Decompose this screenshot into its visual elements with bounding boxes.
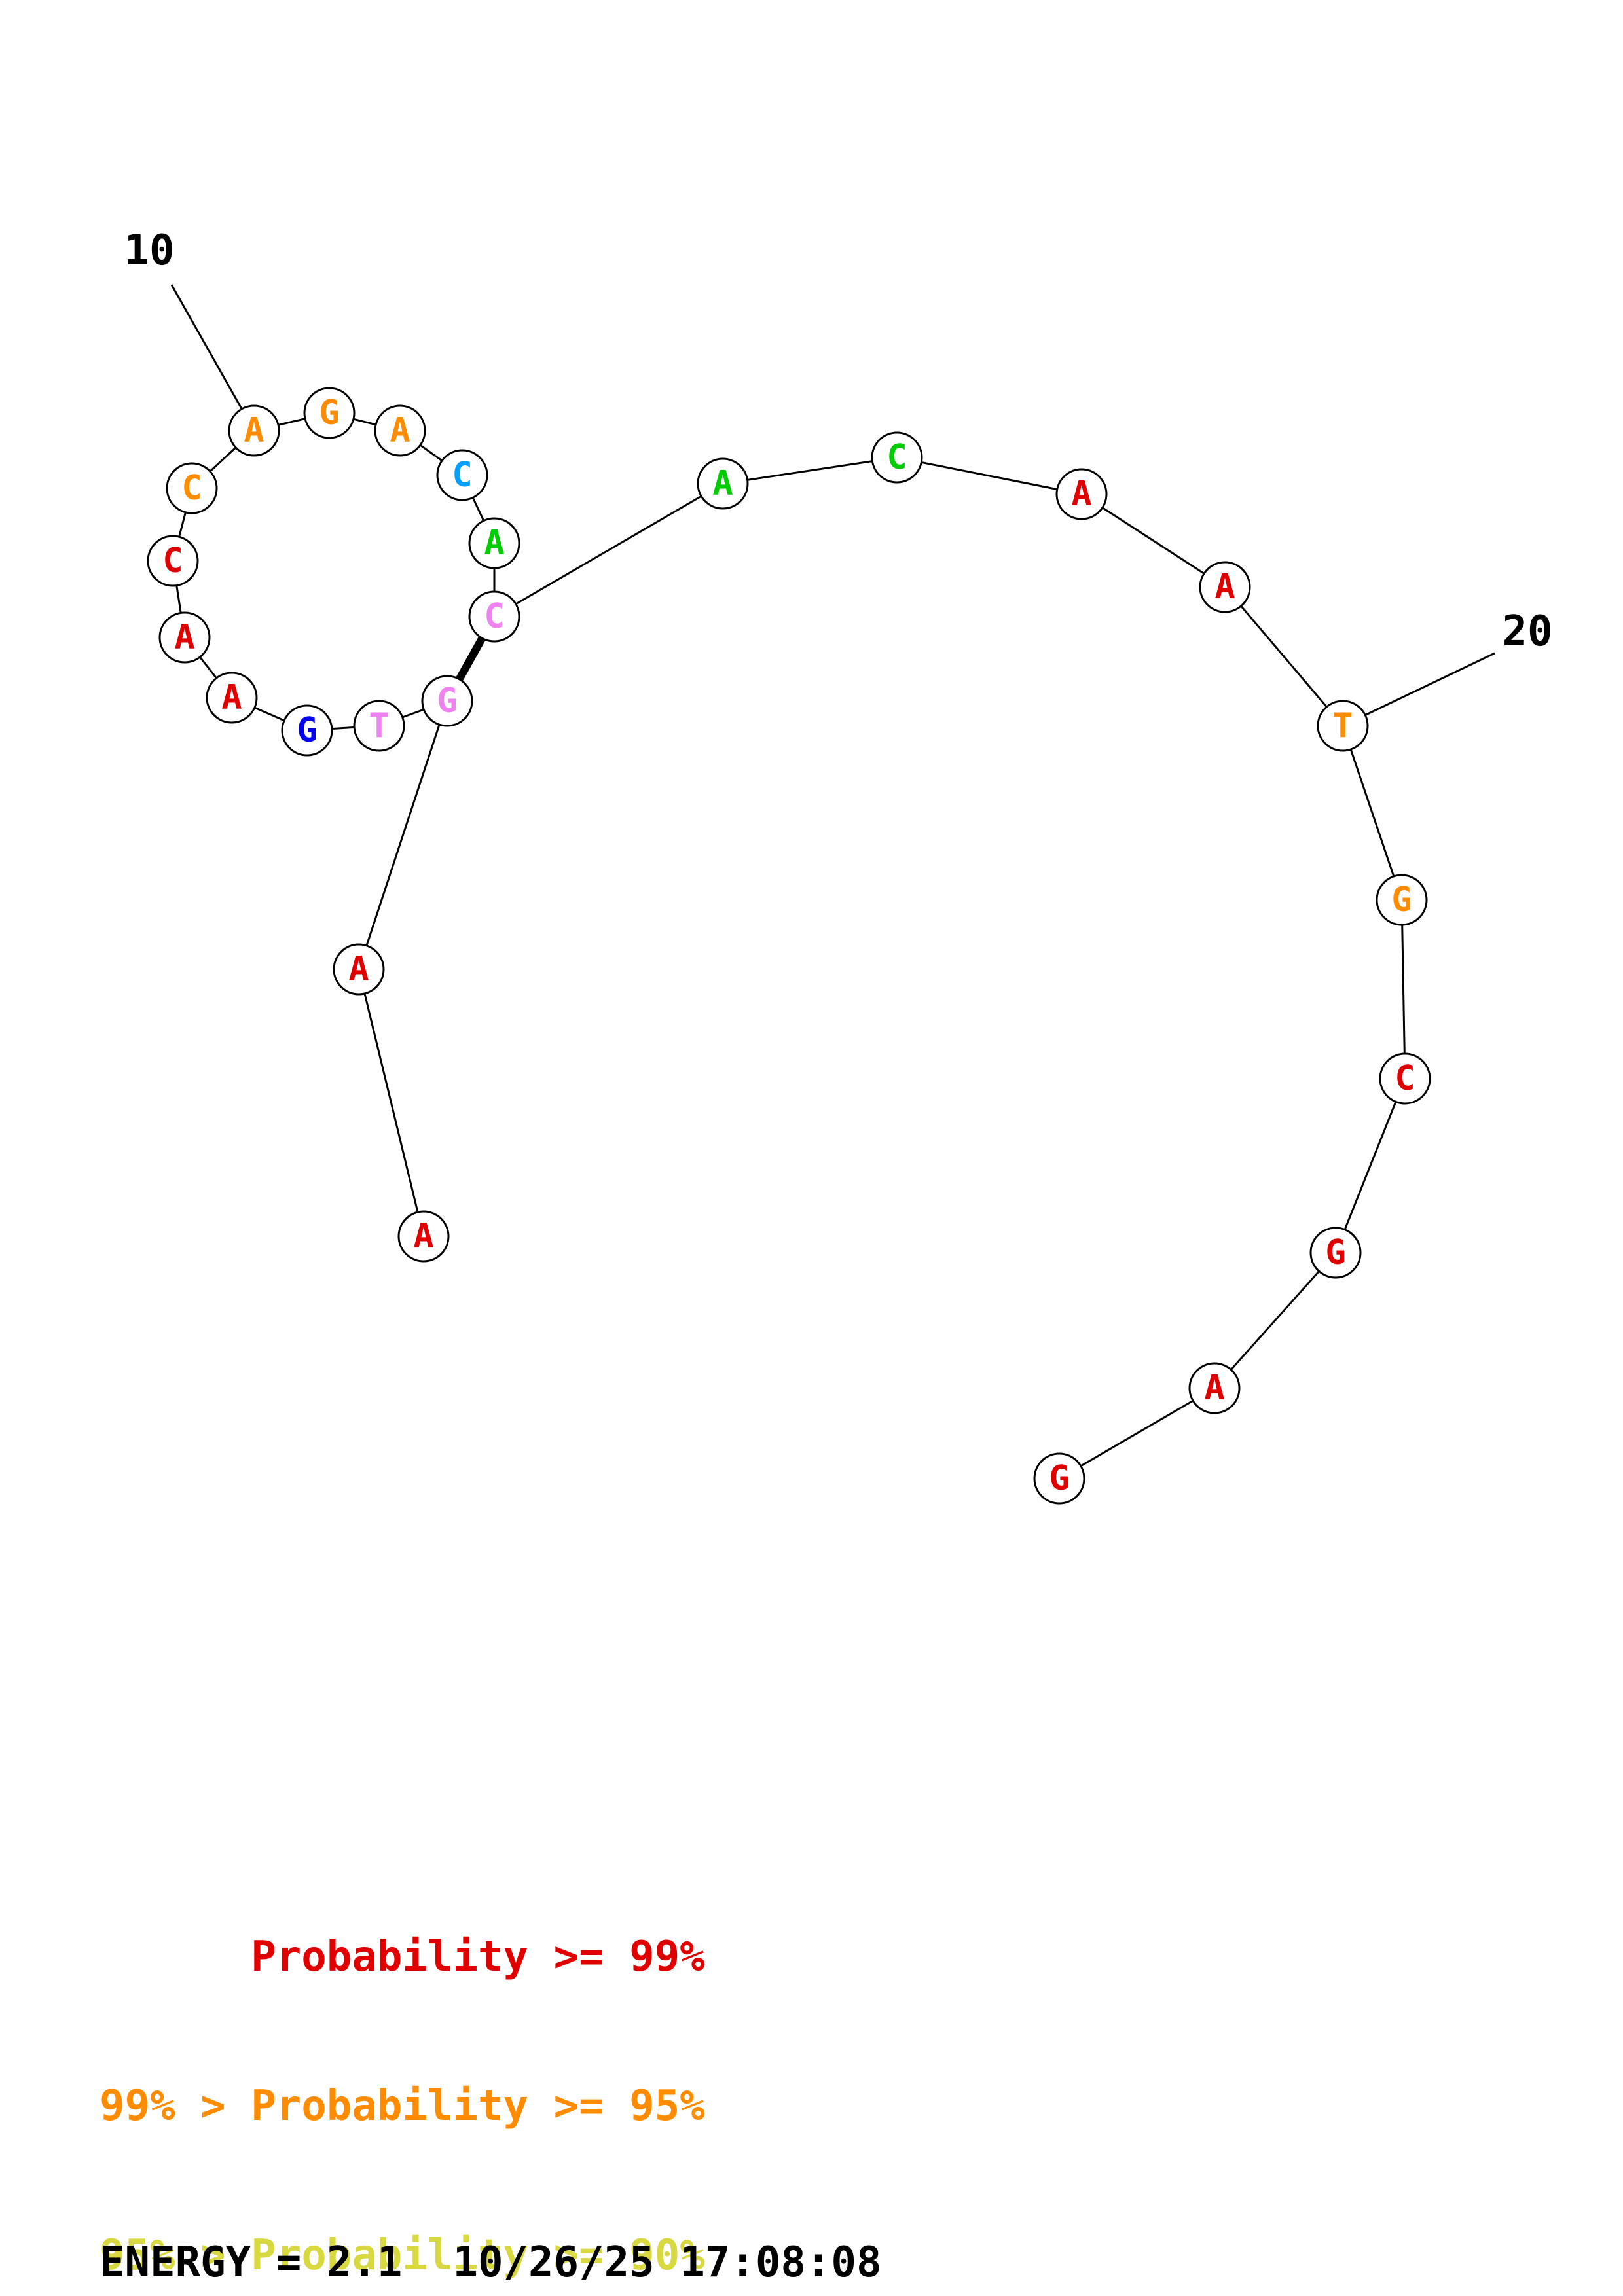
nucleotide-base-15: C bbox=[484, 597, 504, 636]
backbone-bond bbox=[1213, 1252, 1337, 1389]
backbone-bond bbox=[1400, 899, 1406, 1079]
nucleotide-circle-21 bbox=[1376, 874, 1428, 926]
nucleotide-circle-12 bbox=[374, 404, 426, 457]
nucleotide-base-4: T bbox=[369, 706, 389, 745]
nucleotide-base-19: A bbox=[1214, 567, 1235, 607]
nucleotide-base-21: G bbox=[1391, 880, 1412, 920]
nucleotide-circle-5 bbox=[281, 704, 333, 757]
probability-legend: Probability >= 99% 99% > Probability >= … bbox=[100, 1833, 705, 2296]
nucleotide-base-9: C bbox=[181, 469, 202, 508]
label-pointer-line bbox=[170, 284, 255, 431]
nucleotide-base-10: A bbox=[244, 411, 264, 450]
backbone-bond bbox=[722, 456, 898, 485]
nucleotide-base-20: T bbox=[1332, 706, 1353, 745]
backbone-bond bbox=[357, 969, 425, 1237]
nucleotide-base-6: A bbox=[221, 678, 242, 717]
nucleotide-base-1: A bbox=[413, 1217, 433, 1256]
nucleotide-base-11: G bbox=[319, 393, 339, 433]
nucleotide-circle-10 bbox=[228, 404, 280, 457]
nucleotide-base-16: A bbox=[712, 464, 733, 503]
nucleotide-circle-3 bbox=[421, 675, 473, 727]
backbone-bond bbox=[1059, 1387, 1215, 1480]
nucleotide-base-17: C bbox=[886, 438, 907, 477]
backbone-bond bbox=[357, 700, 448, 970]
nucleotide-circle-24 bbox=[1188, 1362, 1241, 1414]
backbone-bond bbox=[1224, 586, 1344, 726]
nucleotide-base-3: G bbox=[437, 681, 457, 721]
nucleotide-circle-15 bbox=[468, 590, 520, 643]
nucleotide-circle-23 bbox=[1309, 1227, 1362, 1279]
backbone-bond bbox=[494, 482, 723, 618]
nucleotide-base-12: A bbox=[390, 411, 410, 450]
nucleotide-circle-19 bbox=[1199, 561, 1251, 613]
sequence-number-label-10: 10 bbox=[124, 226, 174, 275]
nucleotide-base-8: C bbox=[162, 541, 183, 581]
nucleotide-circle-22 bbox=[1379, 1052, 1431, 1105]
nucleotide-base-22: C bbox=[1395, 1059, 1415, 1098]
nucleotide-base-7: A bbox=[174, 618, 194, 657]
nucleotide-base-14: A bbox=[484, 524, 504, 563]
energy-footer: ENERGY = 2.1 10/26/25 17:08:08 bbox=[100, 2238, 882, 2287]
label-pointer-line bbox=[1342, 652, 1495, 727]
nucleotide-circle-14 bbox=[468, 517, 520, 569]
nucleotide-base-2: A bbox=[348, 950, 369, 989]
nucleotide-circle-8 bbox=[147, 535, 199, 587]
nucleotide-circle-20 bbox=[1317, 700, 1369, 752]
legend-row-95: 99% > Probability >= 95% bbox=[100, 2082, 705, 2130]
nucleotide-circle-1 bbox=[397, 1210, 450, 1263]
nucleotide-base-18: A bbox=[1071, 475, 1091, 514]
nucleotide-circle-11 bbox=[303, 387, 356, 439]
backbone-bond bbox=[1341, 725, 1403, 901]
nucleotide-circle-7 bbox=[158, 611, 211, 664]
nucleotide-circle-4 bbox=[353, 700, 405, 752]
nucleotide-circle-6 bbox=[206, 672, 258, 724]
nucleotide-base-13: C bbox=[452, 456, 472, 495]
nucleotide-circle-25 bbox=[1033, 1452, 1085, 1505]
nucleotide-base-24: A bbox=[1204, 1369, 1224, 1408]
nucleotide-base-25: G bbox=[1049, 1459, 1069, 1498]
sequence-number-label-20: 20 bbox=[1502, 607, 1552, 656]
legend-row-99: Probability >= 99% bbox=[100, 1933, 705, 1981]
nucleotide-circle-2 bbox=[333, 943, 385, 996]
backbone-bond bbox=[1334, 1078, 1406, 1253]
nucleotide-base-5: G bbox=[297, 711, 317, 750]
backbone-bond bbox=[1081, 493, 1226, 588]
nucleotide-circle-18 bbox=[1055, 468, 1108, 520]
nucleotide-circle-9 bbox=[166, 462, 218, 514]
nucleotide-circle-17 bbox=[871, 431, 923, 484]
backbone-bond bbox=[896, 456, 1082, 495]
nucleotide-circle-16 bbox=[697, 457, 749, 510]
legend-row-90: 95% > Probability >= 90% bbox=[100, 2231, 705, 2280]
nucleotide-base-23: G bbox=[1325, 1233, 1345, 1272]
nucleotide-circle-13 bbox=[436, 449, 488, 501]
